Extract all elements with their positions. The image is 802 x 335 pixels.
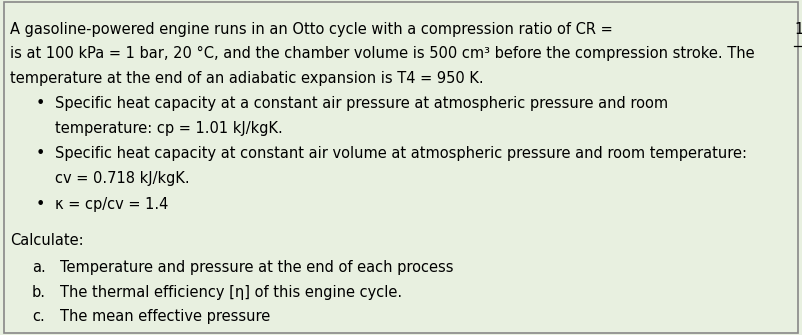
Text: c.: c. [32, 309, 45, 324]
Text: cv = 0.718 kJ/kgK.: cv = 0.718 kJ/kgK. [55, 171, 189, 186]
Text: •: • [36, 96, 46, 111]
Text: a.: a. [32, 260, 46, 275]
Text: The mean effective pressure: The mean effective pressure [60, 309, 270, 324]
Text: Specific heat capacity at constant air volume at atmospheric pressure and room t: Specific heat capacity at constant air v… [55, 146, 747, 161]
Text: •: • [36, 146, 46, 161]
Text: 10: 10 [794, 22, 802, 37]
Text: temperature: cp = 1.01 kJ/kgK.: temperature: cp = 1.01 kJ/kgK. [55, 121, 282, 136]
Text: Specific heat capacity at a constant air pressure at atmospheric pressure and ro: Specific heat capacity at a constant air… [55, 96, 667, 111]
Text: Temperature and pressure at the end of each process: Temperature and pressure at the end of e… [60, 260, 454, 275]
Text: b.: b. [32, 285, 46, 300]
Text: Calculate:: Calculate: [10, 233, 84, 248]
FancyBboxPatch shape [4, 2, 798, 333]
Text: temperature at the end of an adiabatic expansion is T4 = 950 K.: temperature at the end of an adiabatic e… [10, 71, 484, 86]
Text: The thermal efficiency [η] of this engine cycle.: The thermal efficiency [η] of this engin… [60, 285, 403, 300]
Text: •: • [36, 197, 46, 212]
Text: κ = cp/cv = 1.4: κ = cp/cv = 1.4 [55, 197, 168, 212]
Text: is at 100 kPa = 1 bar, 20 °C, and the chamber volume is 500 cm³ before the compr: is at 100 kPa = 1 bar, 20 °C, and the ch… [10, 46, 755, 61]
Text: A gasoline-powered engine runs in an Otto cycle with a compression ratio of CR =: A gasoline-powered engine runs in an Ott… [10, 22, 618, 37]
